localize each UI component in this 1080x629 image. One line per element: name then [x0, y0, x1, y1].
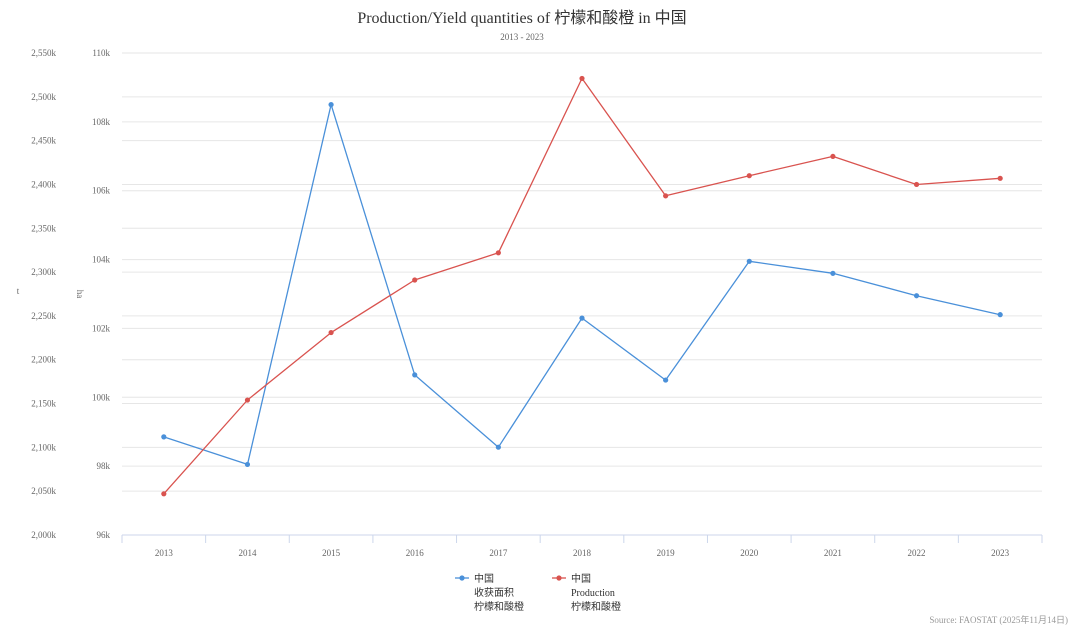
y-tick-label-inner: 100k [92, 392, 111, 402]
data-point [412, 277, 418, 283]
data-point [412, 372, 418, 378]
y-tick-label-inner: 106k [92, 186, 111, 196]
data-point [579, 315, 585, 321]
series-line [163, 103, 1001, 466]
x-tick-label: 2016 [406, 548, 425, 558]
y-tick-label-outer: 2,350k [31, 223, 56, 233]
data-point [244, 397, 251, 403]
data-point [579, 75, 585, 82]
y-tick-label-outer: 2,250k [31, 311, 56, 321]
x-tick-label: 2017 [489, 548, 508, 558]
data-point [663, 193, 669, 199]
data-point [913, 181, 920, 188]
data-point [495, 444, 501, 450]
legend-marker [556, 575, 562, 581]
y-tick-label-outer: 2,050k [31, 486, 56, 496]
y-tick-label-outer: 2,200k [31, 355, 56, 365]
x-tick-label: 2022 [908, 548, 926, 558]
chart-credit: Source: FAOSTAT (2025年11月14日) [929, 614, 1068, 625]
data-point [161, 491, 167, 497]
legend-label: 中国 [474, 572, 494, 585]
data-point [997, 175, 1003, 181]
legend-label: 中国 [571, 572, 591, 585]
y-tick-label-inner: 98k [97, 461, 111, 471]
y-tick-label-inner: 110k [92, 48, 110, 58]
x-tick-label: 2015 [322, 548, 341, 558]
y-tick-label-outer: 2,400k [31, 179, 56, 189]
data-point [746, 258, 752, 264]
y-tick-label-outer: 2,500k [31, 92, 56, 102]
legend-marker [459, 575, 465, 581]
x-tick-label: 2018 [573, 548, 592, 558]
x-tick-label: 2020 [740, 548, 759, 558]
legend-label: 收获面积 [474, 586, 514, 599]
legend-label: 柠檬和酸橙 [571, 600, 621, 613]
y-tick-label-inner: 104k [92, 255, 111, 265]
y-tick-label-inner: 96k [97, 530, 111, 540]
data-point [161, 434, 167, 440]
y-tick-label-outer: 2,300k [31, 267, 56, 277]
y-axis-title-outer: t [17, 286, 20, 296]
data-point [244, 461, 251, 468]
data-point [663, 377, 669, 383]
data-point [830, 270, 836, 276]
data-point [913, 293, 920, 299]
y-tick-label-outer: 2,450k [31, 136, 56, 146]
data-point [328, 102, 334, 108]
x-tick-label: 2014 [238, 548, 257, 558]
data-point [830, 153, 836, 160]
y-tick-label-outer: 2,100k [31, 442, 56, 452]
chart-subtitle: 2013 - 2023 [500, 32, 544, 42]
y-tick-label-outer: 2,000k [31, 530, 56, 540]
series [161, 75, 1003, 497]
data-point [495, 250, 501, 256]
x-tick-label: 2023 [991, 548, 1010, 558]
x-tick-label: 2019 [657, 548, 676, 558]
data-point [328, 329, 334, 336]
y-tick-label-inner: 102k [92, 323, 111, 333]
data-point [997, 312, 1003, 318]
chart-title: Production/Yield quantities of 柠檬和酸橙 in … [357, 9, 686, 27]
y-tick-label-outer: 2,550k [31, 48, 56, 58]
y-axis-title-inner: ha [75, 290, 85, 299]
axes: 2,000k 2,050k 2,100k 2,150k 2,200k 2,250k 2,30… [31, 48, 1043, 558]
grid [122, 52, 1042, 536]
legend-label: 柠檬和酸橙 [474, 600, 524, 613]
y-tick-label-outer: 2,150k [31, 399, 56, 409]
y-tick-label-inner: 108k [92, 117, 111, 127]
legend-label: Production [571, 588, 615, 599]
x-tick-label: 2013 [155, 548, 174, 558]
data-point [746, 173, 752, 179]
x-tick-label: 2021 [824, 548, 842, 558]
